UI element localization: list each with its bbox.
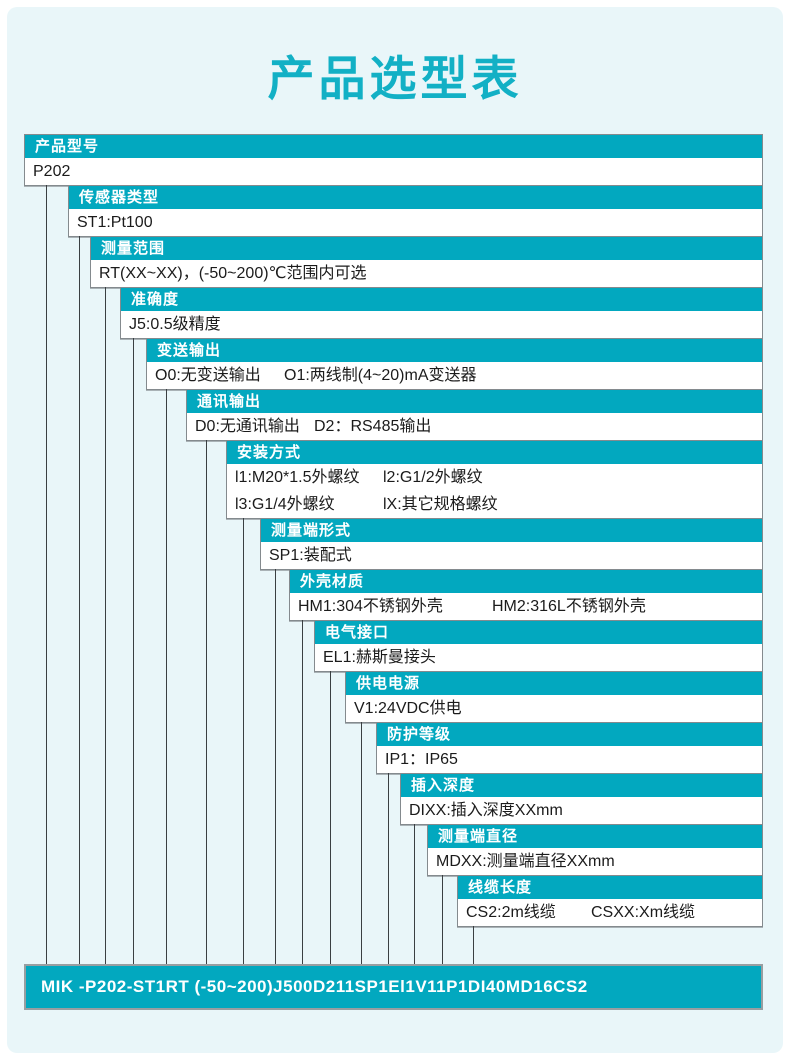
connector-line [79, 236, 80, 964]
option-block: 准确度 J5:0.5级精度 [120, 287, 763, 339]
option-block: 测量端形式 SP1:装配式 [260, 518, 763, 570]
option-block: 安装方式 l1:M20*1.5外螺纹 l2:G1/2外螺纹 l3:G1/4外螺纹 lX:… [226, 440, 763, 519]
option-block: 插入深度 DIXX:插入深度XXmm [400, 773, 763, 825]
connector-line [166, 389, 167, 964]
option-value: O1:两线制(4~20)mA变送器 [284, 362, 477, 389]
option-block: 通讯输出 D0:无通讯输出 D2：RS485输出 [186, 389, 763, 441]
option-block: 线缆长度 CS2:2m线缆 CSXX:Xm线缆 [457, 875, 763, 927]
connector-line [302, 620, 303, 964]
option-block: 产品型号 P202 [24, 134, 763, 186]
option-block: 防护等级 IP1：IP65 [376, 722, 763, 774]
option-value: J5:0.5级精度 [129, 316, 221, 333]
option-value: IP1：IP65 [385, 751, 458, 768]
option-value: DIXX:插入深度XXmm [409, 802, 563, 819]
connector-line [388, 773, 389, 964]
option-value-line: ST1:Pt100 [69, 209, 762, 236]
option-value: V1:24VDC供电 [354, 700, 462, 717]
option-value: l3:G1/4外螺纹 [235, 496, 335, 513]
connector-line [361, 722, 362, 964]
option-category-header: 测量范围 [91, 237, 762, 260]
option-category-header: 电气接口 [315, 621, 762, 644]
option-value: RT(XX~XX)，(-50~200)℃范围内可选 [99, 265, 367, 282]
option-value: HM1:304不锈钢外壳 [298, 598, 443, 615]
option-category-header: 防护等级 [377, 723, 762, 746]
option-value: MDXX:测量端直径XXmm [436, 853, 615, 870]
connector-line [46, 185, 47, 964]
option-value-line: RT(XX~XX)，(-50~200)℃范围内可选 [91, 260, 762, 287]
option-block: 变送输出 O0:无变送输出 O1:两线制(4~20)mA变送器 [146, 338, 763, 390]
option-category-header: 插入深度 [401, 774, 762, 797]
connector-line [133, 338, 134, 964]
option-value-line: CS2:2m线缆 CSXX:Xm线缆 [458, 899, 762, 926]
option-value-line: SP1:装配式 [261, 542, 762, 569]
option-value-line: l3:G1/4外螺纹 lX:其它规格螺纹 [227, 491, 762, 518]
option-value: P202 [33, 163, 70, 180]
option-block: 电气接口 EL1:赫斯曼接头 [314, 620, 763, 672]
option-value-line: P202 [25, 158, 762, 185]
connector-line [243, 518, 244, 964]
option-value: lX:其它规格螺纹 [383, 491, 498, 518]
option-value-line: V1:24VDC供电 [346, 695, 762, 722]
option-block: 外壳材质 HM1:304不锈钢外壳 HM2:316L不锈钢外壳 [289, 569, 763, 621]
option-value-line: l1:M20*1.5外螺纹 l2:G1/2外螺纹 [227, 464, 762, 491]
option-value: HM2:316L不锈钢外壳 [492, 593, 646, 620]
option-value: ST1:Pt100 [77, 214, 153, 231]
option-value-line: HM1:304不锈钢外壳 HM2:316L不锈钢外壳 [290, 593, 762, 620]
connector-line [275, 569, 276, 964]
option-category-header: 外壳材质 [290, 570, 762, 593]
option-value: l1:M20*1.5外螺纹 [235, 469, 360, 486]
option-block: 测量端直径 MDXX:测量端直径XXmm [427, 824, 763, 876]
option-category-header: 准确度 [121, 288, 762, 311]
connector-line [442, 875, 443, 964]
option-value: CS2:2m线缆 [466, 904, 556, 921]
option-value-line: MDXX:测量端直径XXmm [428, 848, 762, 875]
model-code-text: MIK -P202-ST1RT (-50~200)J500D211SP1El1V… [41, 977, 588, 996]
option-value: D0:无通讯输出 [195, 418, 300, 435]
option-value: D2：RS485输出 [314, 413, 431, 440]
option-value-line: DIXX:插入深度XXmm [401, 797, 762, 824]
option-block: 传感器类型 ST1:Pt100 [68, 185, 763, 237]
option-block: 供电电源 V1:24VDC供电 [345, 671, 763, 723]
option-category-header: 产品型号 [25, 135, 762, 158]
option-value: EL1:赫斯曼接头 [323, 649, 436, 666]
option-category-header: 测量端形式 [261, 519, 762, 542]
option-value: l2:G1/2外螺纹 [383, 464, 483, 491]
option-category-header: 线缆长度 [458, 876, 762, 899]
option-category-header: 变送输出 [147, 339, 762, 362]
option-category-header: 测量端直径 [428, 825, 762, 848]
model-code-bar: MIK -P202-ST1RT (-50~200)J500D211SP1El1V… [24, 964, 763, 1010]
option-value-line: D0:无通讯输出 D2：RS485输出 [187, 413, 762, 440]
connector-line [105, 287, 106, 964]
option-value-line: J5:0.5级精度 [121, 311, 762, 338]
option-category-header: 通讯输出 [187, 390, 762, 413]
connector-line [473, 926, 474, 964]
option-category-header: 安装方式 [227, 441, 762, 464]
option-value: SP1:装配式 [269, 547, 352, 564]
option-category-header: 传感器类型 [69, 186, 762, 209]
option-value-line: EL1:赫斯曼接头 [315, 644, 762, 671]
connector-line [414, 824, 415, 964]
option-value-line: O0:无变送输出 O1:两线制(4~20)mA变送器 [147, 362, 762, 389]
connector-line [330, 671, 331, 964]
option-category-header: 供电电源 [346, 672, 762, 695]
page-title: 产品选型表 [0, 40, 790, 109]
option-value: CSXX:Xm线缆 [591, 899, 695, 926]
option-block: 测量范围 RT(XX~XX)，(-50~200)℃范围内可选 [90, 236, 763, 288]
option-value-line: IP1：IP65 [377, 746, 762, 773]
connector-line [206, 440, 207, 964]
option-value: O0:无变送输出 [155, 367, 261, 384]
